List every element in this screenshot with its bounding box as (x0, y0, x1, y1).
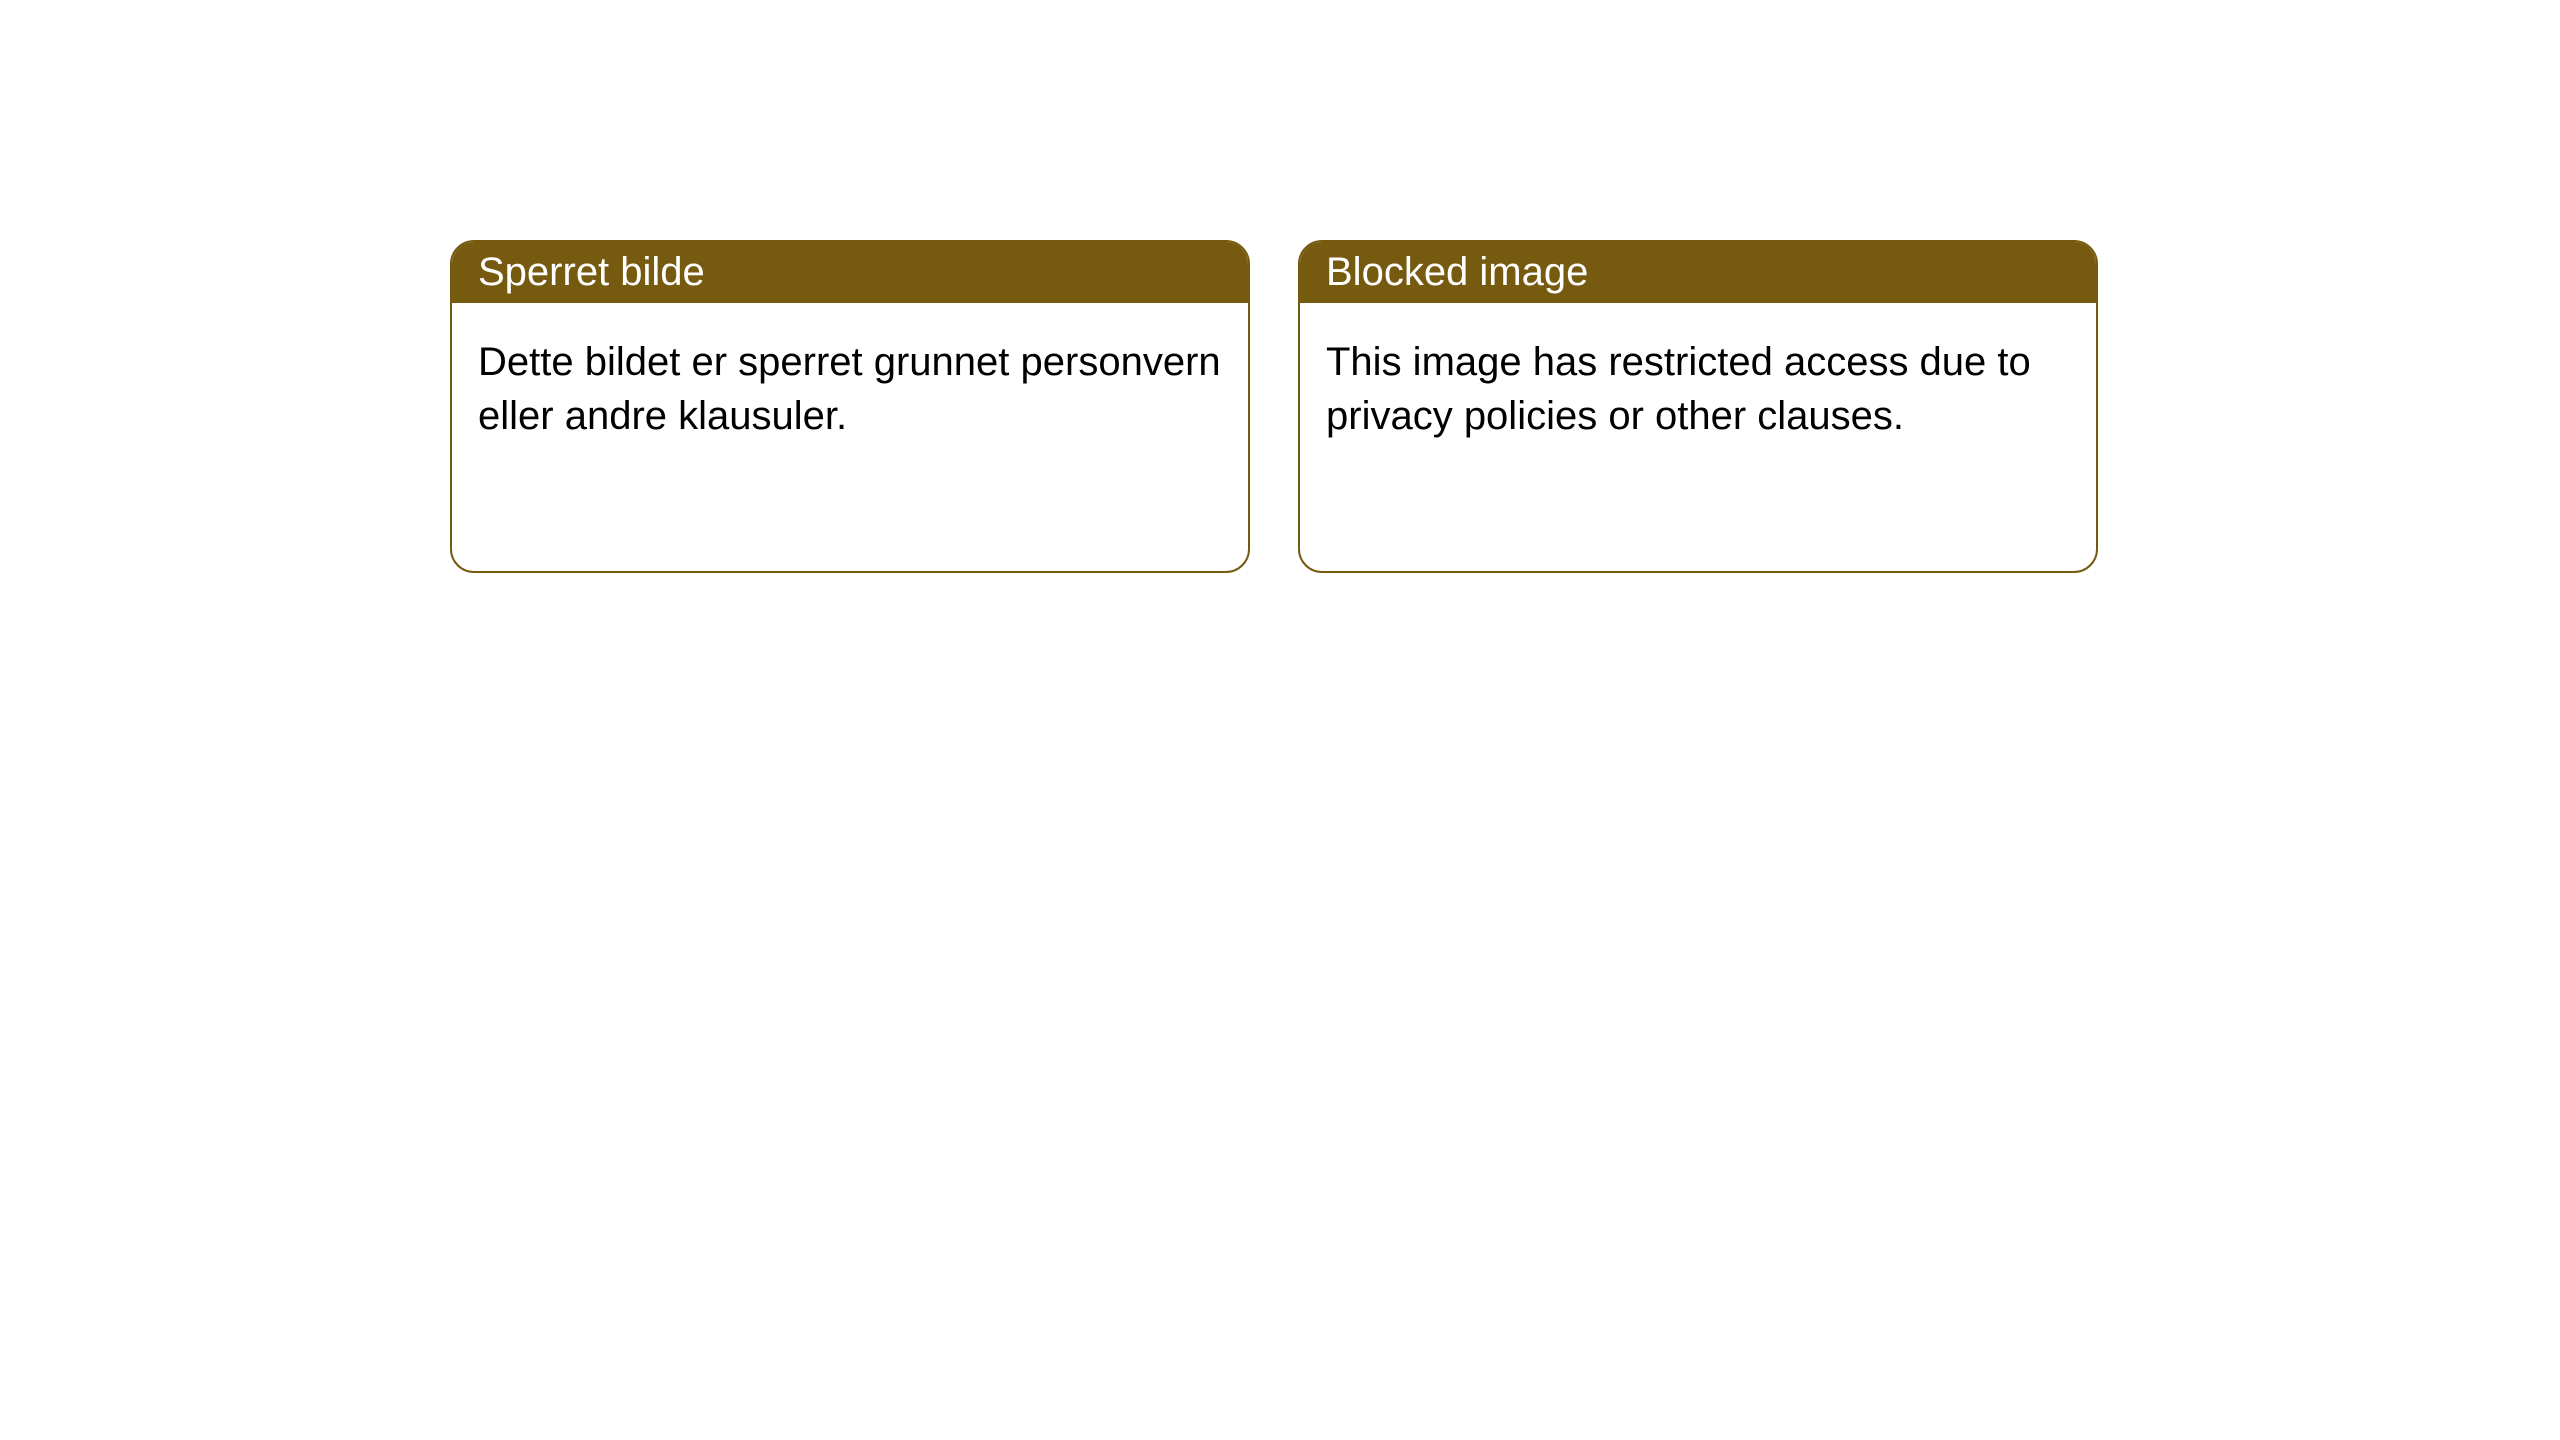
card-text-en: This image has restricted access due to … (1326, 340, 2031, 438)
blocked-image-card-no: Sperret bilde Dette bildet er sperret gr… (450, 240, 1250, 573)
notice-container: Sperret bilde Dette bildet er sperret gr… (0, 0, 2560, 573)
card-title-no: Sperret bilde (478, 250, 705, 294)
card-body-en: This image has restricted access due to … (1300, 303, 2096, 475)
card-header-no: Sperret bilde (452, 242, 1248, 303)
card-title-en: Blocked image (1326, 250, 1588, 294)
card-body-no: Dette bildet er sperret grunnet personve… (452, 303, 1248, 475)
card-text-no: Dette bildet er sperret grunnet personve… (478, 340, 1221, 438)
card-header-en: Blocked image (1300, 242, 2096, 303)
blocked-image-card-en: Blocked image This image has restricted … (1298, 240, 2098, 573)
